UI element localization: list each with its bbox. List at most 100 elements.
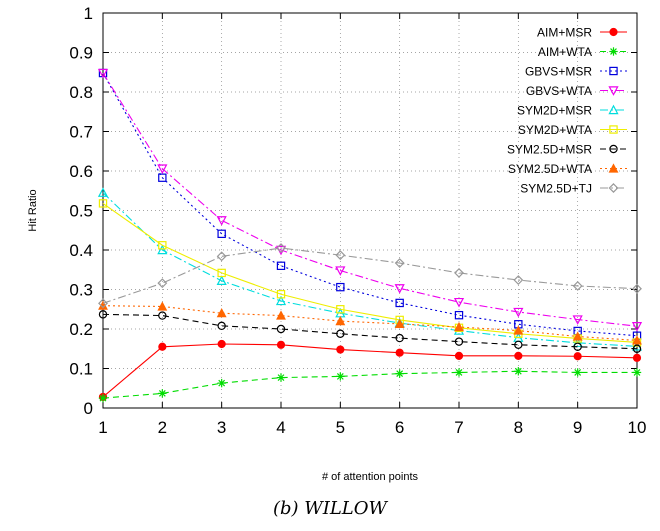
data-point [454, 351, 464, 360]
legend-label: SYM2.5D+WTA [508, 162, 592, 176]
x-tick-label: 2 [158, 418, 167, 437]
x-tick-label: 8 [514, 418, 523, 437]
legend-label: AIM+MSR [537, 26, 592, 40]
data-point [395, 369, 404, 378]
data-point [217, 268, 226, 278]
data-point [513, 325, 524, 335]
data-point [335, 250, 346, 261]
data-point [513, 307, 524, 318]
data-point [514, 351, 523, 360]
series-sym2d-msr [97, 187, 643, 351]
series-line [102, 202, 638, 343]
series-sym2-5d-tj [98, 243, 642, 309]
x-tick-label: 1 [98, 418, 107, 437]
data-point [609, 125, 618, 134]
data-point [631, 322, 643, 332]
data-point [632, 283, 642, 294]
marker-stroke [514, 367, 522, 375]
marker-stroke [336, 373, 344, 380]
y-tick-label: 0.3 [69, 281, 93, 300]
legend: AIM+MSR AIM+WTA GBVS+MSR GBVS+WTA SYM2D+MSR S… [507, 26, 627, 196]
series-sym2-5d-msr [98, 310, 642, 353]
data-point [608, 163, 619, 173]
data-point [514, 367, 523, 376]
data-point [158, 311, 167, 320]
legend-label: SYM2.5D+MSR [507, 143, 592, 157]
axes-ticks: 0 0.1 0.2 0.3 0.4 0.5 0.6 0.7 0.8 0.9 1 1 2 3 4 5 6 7 8 9 10 [69, 4, 646, 437]
y-tick-label: 0.7 [69, 123, 93, 142]
data-point [336, 345, 345, 354]
data-point [157, 244, 168, 255]
series-aim-wta [98, 367, 642, 403]
data-point [98, 199, 108, 208]
legend-label: GBVS+WTA [526, 84, 592, 98]
y-tick-label: 0.4 [69, 241, 93, 260]
series-line [102, 343, 638, 398]
series-line [102, 370, 637, 399]
data-point [335, 315, 346, 326]
data-point [97, 68, 109, 79]
marker-stroke [158, 389, 166, 397]
data-point [157, 278, 168, 289]
marker-stroke [218, 379, 226, 387]
data-point [97, 187, 109, 197]
data-point [453, 297, 465, 308]
data-point [395, 298, 404, 308]
data-point [335, 266, 346, 276]
y-tick-label: 1 [84, 4, 93, 23]
marker-stroke [455, 369, 463, 376]
y-tick-label: 0.8 [69, 83, 93, 102]
data-point [609, 47, 618, 56]
data-point [157, 164, 168, 175]
data-point [395, 348, 404, 357]
legend-label: SYM2.5D+TJ [520, 182, 592, 196]
data-point [572, 280, 583, 291]
data-point [336, 282, 345, 292]
marker-stroke [633, 369, 641, 376]
y-tick-label: 0.9 [69, 44, 93, 63]
x-tick-label: 6 [395, 418, 404, 437]
data-point [158, 173, 167, 182]
figure-caption: (b) WILLOW [272, 498, 388, 519]
x-tick-label: 5 [336, 418, 345, 437]
data-point [454, 310, 464, 320]
data-point [157, 301, 168, 311]
data-point [572, 331, 583, 341]
data-point [394, 258, 405, 268]
data-point [276, 290, 286, 299]
data-point [276, 243, 286, 253]
legend-item: SYM2.5D+TJ [520, 182, 627, 196]
y-tick-label: 0.5 [69, 202, 93, 221]
x-tick-label: 7 [454, 418, 463, 437]
y-tick-label: 0.1 [69, 360, 93, 379]
data-point [276, 261, 286, 271]
series-line [102, 192, 638, 347]
data-point [632, 335, 642, 345]
y-tick-label: 0 [84, 399, 93, 418]
data-point [573, 368, 582, 377]
legend-item: GBVS+MSR [525, 65, 627, 79]
series-sym2-5d-wta [98, 300, 642, 345]
data-point [608, 104, 619, 115]
data-point [216, 275, 227, 286]
data-point [275, 295, 287, 306]
data-point [572, 315, 583, 325]
data-point [454, 337, 464, 346]
data-point [276, 340, 286, 349]
x-tick-label: 3 [217, 418, 226, 437]
legend-label: AIM+WTA [538, 45, 592, 59]
legend-item: GBVS+WTA [526, 84, 627, 98]
data-point [573, 342, 582, 351]
data-point [394, 284, 405, 294]
series-line [102, 305, 638, 342]
marker-stroke [574, 369, 582, 376]
data-point [454, 321, 464, 332]
legend-item: SYM2D+WTA [518, 123, 627, 137]
series-line [102, 247, 638, 304]
data-point [158, 342, 167, 351]
data-point [276, 310, 286, 320]
data-point [217, 339, 226, 349]
data-point [336, 329, 345, 338]
data-point [454, 368, 464, 377]
series-group [97, 68, 643, 403]
